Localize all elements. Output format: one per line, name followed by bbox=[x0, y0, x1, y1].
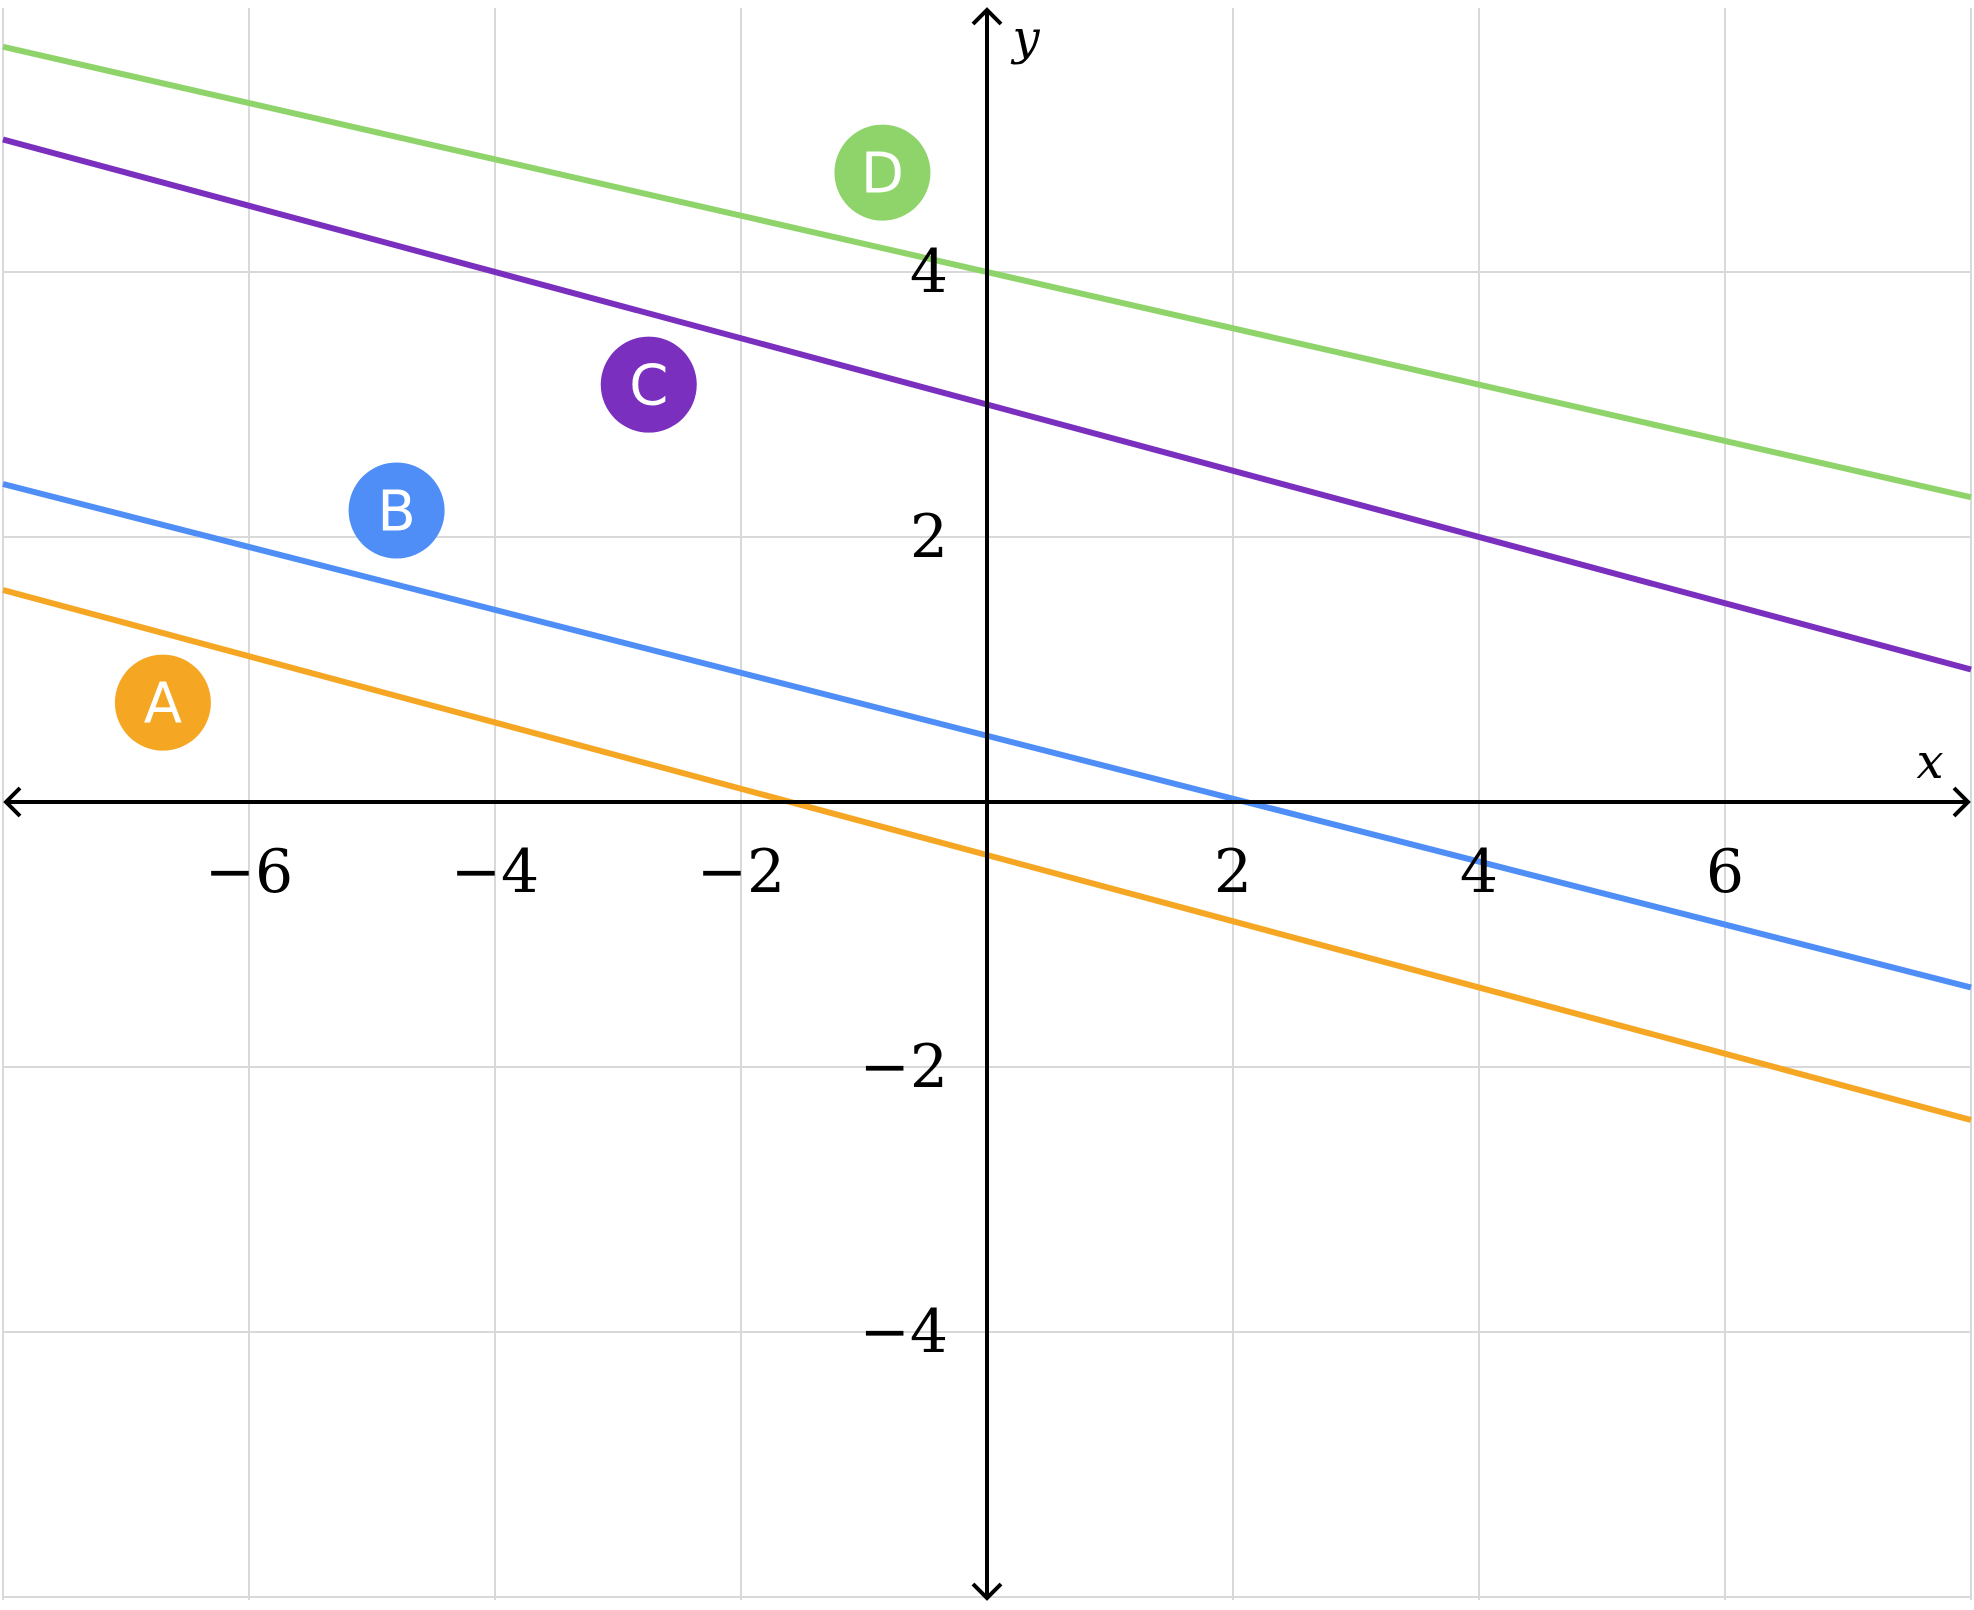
badge-label: C bbox=[629, 354, 668, 419]
series-badge-d: D bbox=[834, 124, 931, 221]
y-tick-label: 2 bbox=[910, 502, 948, 572]
series-badge-a: A bbox=[114, 654, 211, 751]
tick-labels: −6 −4 −2 2 4 6 −4 −2 2 4 bbox=[205, 237, 1744, 1367]
x-axis-arrow-right bbox=[1952, 786, 1971, 818]
x-tick-label: −2 bbox=[697, 837, 785, 907]
series-badge-b: B bbox=[348, 462, 445, 559]
y-axis-arrow-bottom bbox=[971, 1582, 1003, 1601]
y-axis-arrow-top bbox=[971, 7, 1003, 26]
x-tick-label: 4 bbox=[1460, 837, 1498, 907]
series-badges: A B C D bbox=[114, 124, 931, 751]
badge-label: B bbox=[377, 480, 415, 545]
x-tick-label: −6 bbox=[205, 837, 293, 907]
badge-label: D bbox=[861, 142, 904, 207]
badge-label: A bbox=[144, 672, 182, 737]
y-tick-label: −4 bbox=[860, 1297, 948, 1367]
x-tick-label: 2 bbox=[1214, 837, 1252, 907]
x-axis-label: x bbox=[1916, 734, 1943, 790]
badge-circle bbox=[600, 336, 697, 433]
axes: x y bbox=[3, 7, 1971, 1601]
x-tick-label: −4 bbox=[451, 837, 539, 907]
badge-circle bbox=[348, 462, 445, 559]
x-tick-label: 6 bbox=[1706, 837, 1744, 907]
x-axis-arrow-left bbox=[3, 786, 22, 818]
y-tick-label: 4 bbox=[910, 237, 948, 307]
y-tick-label: −2 bbox=[860, 1032, 948, 1102]
badge-circle bbox=[834, 124, 931, 221]
y-axis-label: y bbox=[1010, 10, 1040, 66]
series-badge-c: C bbox=[600, 336, 697, 433]
badge-circle bbox=[114, 654, 211, 751]
